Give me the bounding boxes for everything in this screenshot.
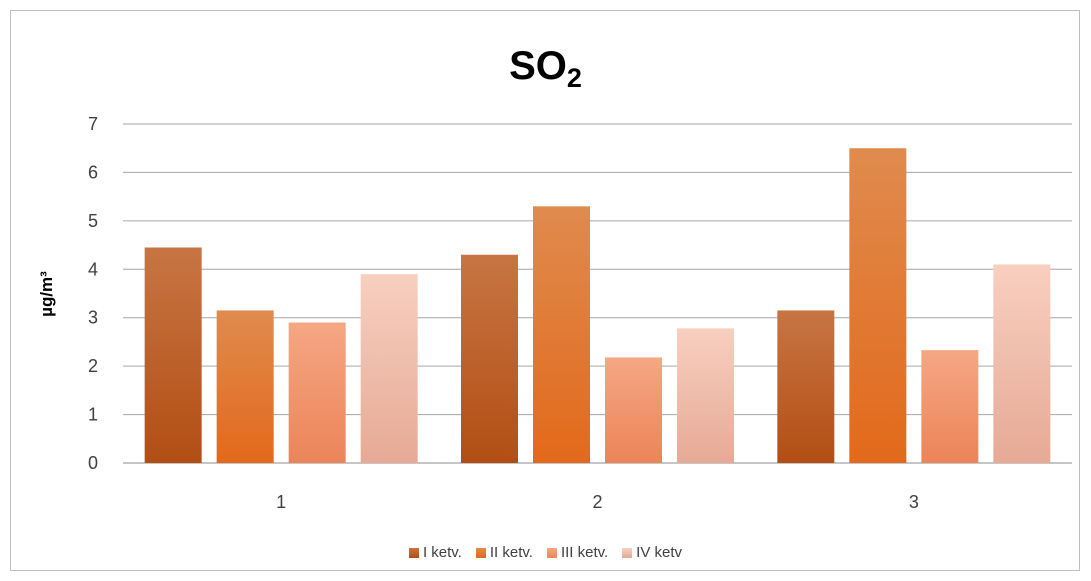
x-tick-label: 3 [909, 492, 919, 512]
bar-iii-ketv-cat-2 [605, 357, 662, 463]
bar-i-ketv-cat-3 [777, 310, 835, 463]
legend-item: I ketv. [408, 544, 462, 561]
y-tick-label: 0 [88, 453, 98, 473]
bar-iv-ketv-cat-3 [993, 264, 1051, 463]
legend-label: II ketv. [489, 544, 533, 561]
x-tick-labels: 1 2 3 [276, 492, 919, 512]
legend-label: III ketv. [560, 544, 609, 561]
chart-legend: I ketv. II ketv. III ketv. IV ketv [0, 544, 1091, 561]
chart-title-text: SO [509, 44, 567, 88]
bar-iii-ketv-cat-1 [288, 322, 346, 463]
legend-swatch [622, 547, 633, 558]
bar-iv-ketv-cat-1 [360, 274, 418, 463]
bar-ii-ketv-cat-3 [849, 148, 907, 463]
bar-ii-ketv-cat-1 [216, 310, 274, 463]
legend-item: II ketv. [475, 544, 533, 561]
legend-item: III ketv. [546, 544, 609, 561]
y-tick-label: 7 [88, 114, 98, 134]
y-tick-label: 5 [88, 211, 98, 231]
bar-iii-ketv-cat-3 [921, 350, 979, 463]
legend-swatch [475, 547, 486, 558]
x-tick-label: 2 [592, 492, 602, 512]
gridlines [123, 123, 1072, 464]
y-tick-label: 2 [88, 356, 98, 376]
bar-i-ketv-cat-1 [144, 247, 202, 463]
y-tick-labels: 0 1 2 3 4 5 6 7 [88, 114, 98, 473]
x-tick-label: 1 [276, 492, 286, 512]
legend-swatch [546, 547, 557, 558]
bar-i-ketv-cat-2 [461, 254, 518, 463]
bar-ii-ketv-cat-2 [533, 206, 590, 464]
y-tick-label: 1 [88, 405, 98, 425]
y-tick-label: 6 [88, 162, 98, 182]
legend-swatch [408, 547, 419, 558]
legend-item: IV ketv [622, 544, 682, 561]
legend-label: I ketv. [422, 544, 462, 561]
bars [144, 148, 1051, 464]
chart-title-subscript: 2 [566, 63, 582, 93]
bar-iv-ketv-cat-2 [677, 328, 734, 463]
legend-label: IV ketv [636, 544, 683, 561]
y-axis-label: µg/m³ [37, 271, 56, 317]
y-tick-label: 4 [88, 259, 98, 279]
y-tick-label: 3 [88, 308, 98, 328]
chart-title: SO2 [0, 44, 1091, 94]
